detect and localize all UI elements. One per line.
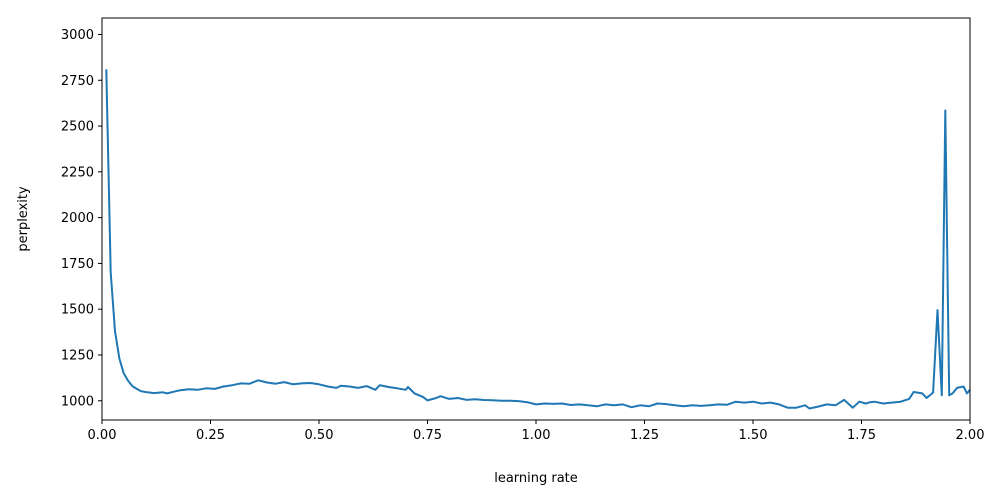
x-tick-label: 0.75 (413, 428, 442, 443)
x-tick-label: 1.50 (739, 428, 768, 443)
plot-frame (101, 17, 971, 421)
y-tick-label: 2000 (61, 211, 94, 226)
x-tick-label: 2.00 (956, 428, 985, 443)
y-tick-label: 1000 (61, 394, 94, 409)
plot-area (101, 17, 971, 421)
x-tick-label: 1.25 (630, 428, 659, 443)
y-tick-label: 2250 (61, 165, 94, 180)
y-axis: 1000 1250 1500 1750 2000 2250 2500 2750 3000 (61, 28, 102, 409)
x-tick-label: 1.75 (847, 428, 876, 443)
y-axis-label: perplexity (16, 186, 31, 252)
y-tick-label: 2750 (61, 74, 94, 89)
y-tick-label: 1250 (61, 348, 94, 363)
x-tick-label: 1.00 (522, 428, 551, 443)
x-tick-label: 0.50 (305, 428, 334, 443)
x-tick-label: 0.00 (88, 428, 117, 443)
y-tick-label: 1750 (61, 257, 94, 272)
x-axis-label: learning rate (494, 471, 578, 486)
y-tick-label: 3000 (61, 28, 94, 43)
x-tick-label: 0.25 (196, 428, 225, 443)
series-line (105, 69, 971, 410)
x-axis: 0.00 0.25 0.50 0.75 1.00 1.25 1.50 1.75 2.00 (88, 420, 985, 443)
y-tick-label: 1500 (61, 303, 94, 318)
y-tick-label: 2500 (61, 120, 94, 135)
